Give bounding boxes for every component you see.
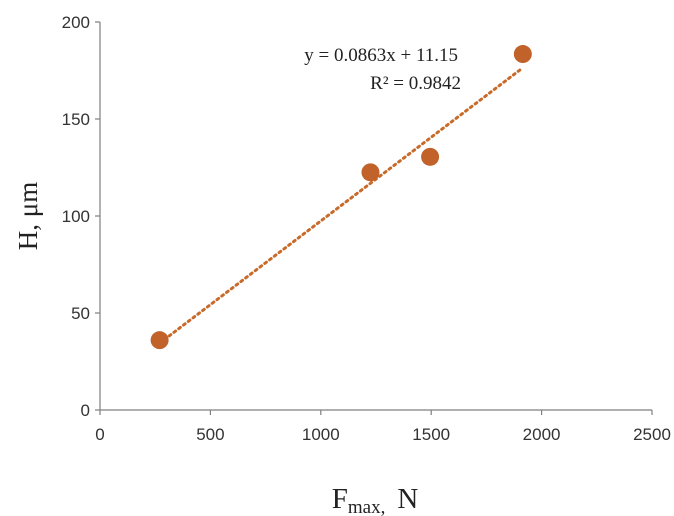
- trendline: [158, 66, 525, 345]
- x-axis-title: Fmax, N: [332, 483, 419, 516]
- data-point: [421, 147, 440, 166]
- x-axis-title-unit: N: [397, 483, 418, 515]
- x-tick-label: 1000: [302, 425, 340, 444]
- x-tick-label: 500: [196, 425, 224, 444]
- y-tick-label: 100: [62, 207, 90, 226]
- trendline-line: [158, 66, 525, 345]
- y-tick-label: 0: [81, 401, 90, 420]
- data-point: [150, 331, 169, 350]
- y-tick-label: 150: [62, 110, 90, 129]
- y-axis-title: H, μm: [13, 182, 43, 250]
- y-tick-label: 200: [62, 13, 90, 32]
- x-axis-title-sub: max,: [348, 497, 385, 516]
- trendline-equation: y = 0.0863x + 11.15: [304, 45, 458, 66]
- x-tick-label: 2500: [633, 425, 671, 444]
- x-tick-label: 2000: [523, 425, 561, 444]
- plot-area: [100, 22, 652, 410]
- data-point: [361, 163, 380, 182]
- data-points: [150, 45, 532, 350]
- y-tick-label: 50: [71, 304, 90, 323]
- x-axis-title-main: F: [332, 483, 348, 515]
- trendline-r-squared: R² = 0.9842: [370, 73, 461, 94]
- x-tick-label: 0: [95, 425, 104, 444]
- data-point: [513, 45, 532, 64]
- x-tick-label: 1500: [412, 425, 450, 444]
